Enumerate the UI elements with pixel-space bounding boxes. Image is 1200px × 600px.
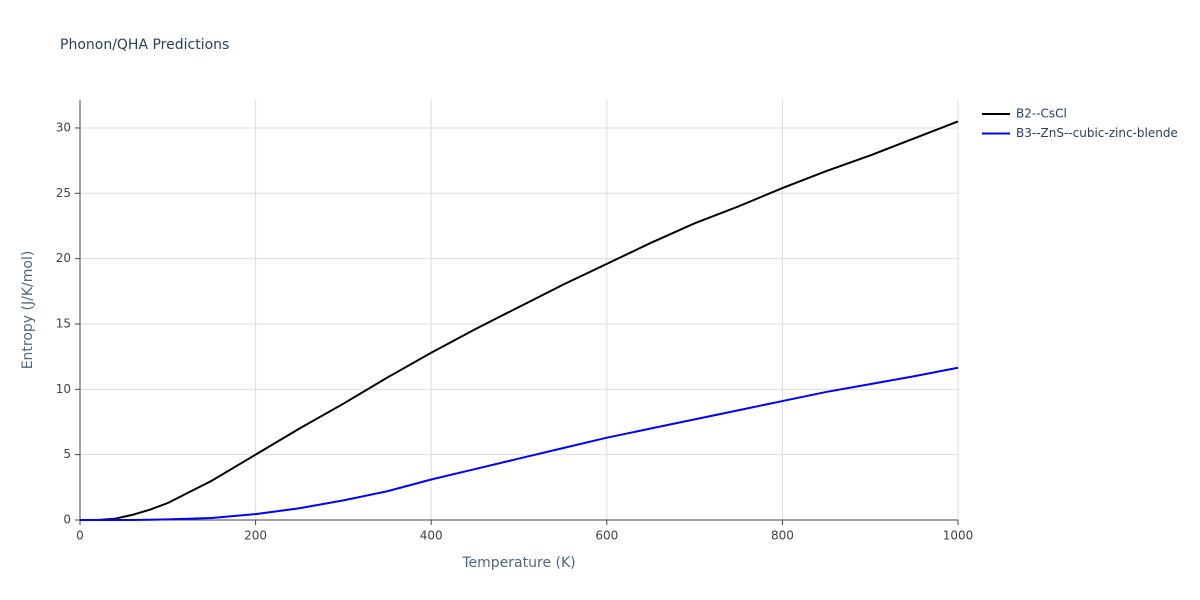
y-tick-label: 5 — [63, 447, 71, 461]
y-tick-label: 0 — [63, 513, 71, 527]
chart-title: Phonon/QHA Predictions — [60, 37, 229, 53]
y-tick-label: 25 — [56, 186, 71, 200]
x-tick-label: 400 — [420, 529, 443, 543]
x-tick-label: 1000 — [943, 529, 974, 543]
y-tick-label: 15 — [56, 316, 71, 330]
legend-label: B2--CsCl — [1016, 107, 1067, 121]
y-tick-label: 30 — [56, 120, 71, 134]
y-axis-title: Entropy (J/K/mol) — [20, 251, 36, 370]
x-tick-label: 600 — [595, 529, 618, 543]
x-axis-title: Temperature (K) — [461, 555, 575, 571]
x-tick-label: 800 — [771, 529, 794, 543]
series-line — [80, 120, 959, 521]
x-tick-label: 200 — [244, 529, 267, 543]
legend-label: B3--ZnS--cubic-zinc-blende — [1016, 126, 1178, 140]
x-tick-label: 0 — [76, 529, 84, 543]
series-line — [80, 366, 959, 521]
y-tick-label: 20 — [56, 251, 71, 265]
y-tick-label: 10 — [56, 382, 71, 396]
